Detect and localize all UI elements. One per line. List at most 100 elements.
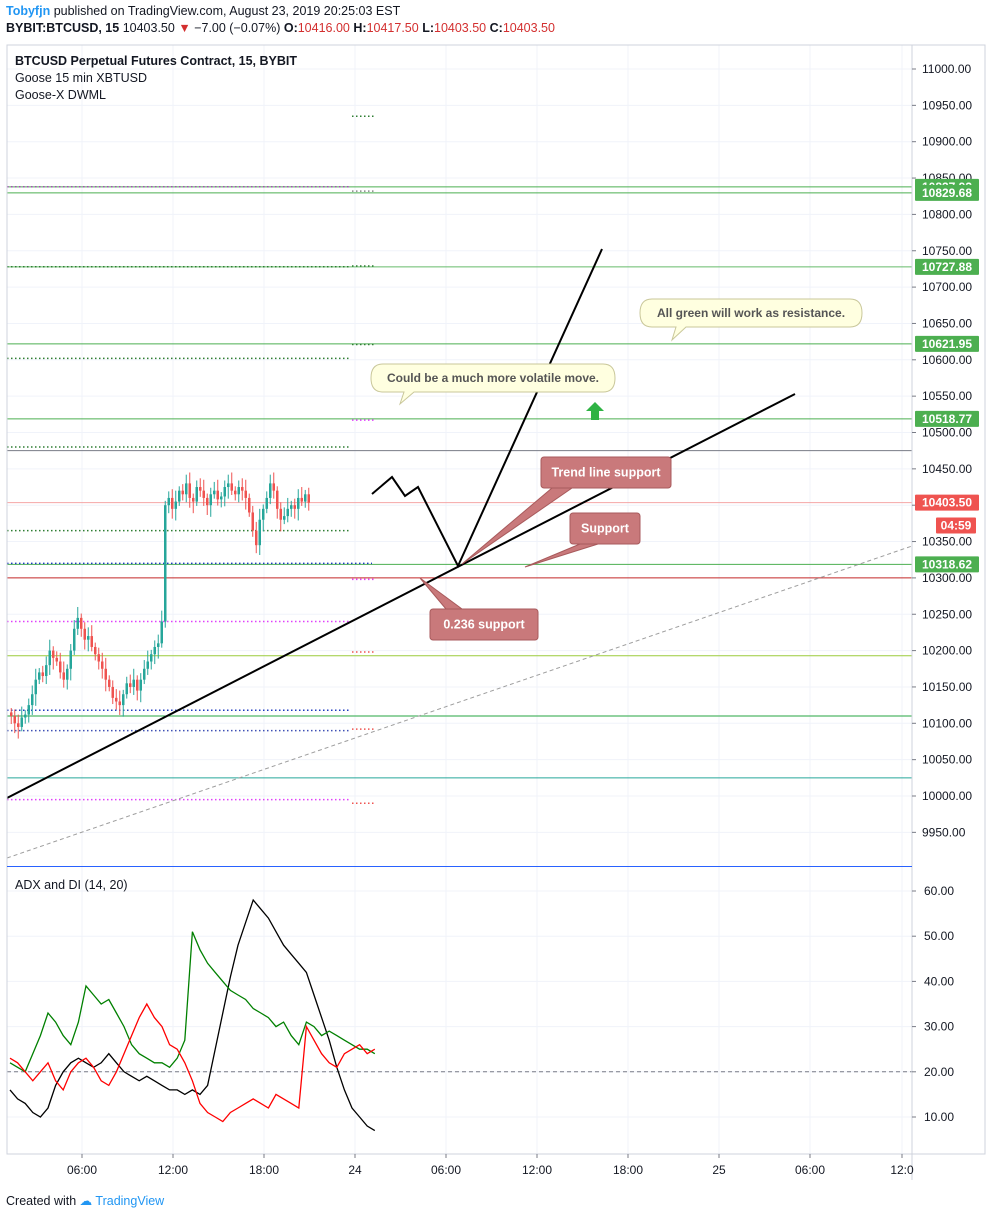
- adx-y-tick-label: 20.00: [924, 1065, 954, 1079]
- candle-body: [17, 723, 20, 727]
- price-label-text: 10403.50: [922, 496, 972, 510]
- candle-body: [13, 716, 16, 724]
- adx-y-tick-label: 10.00: [924, 1110, 954, 1124]
- candle-body: [143, 668, 146, 680]
- candle-body: [139, 679, 142, 691]
- candle-body: [174, 501, 177, 509]
- x-tick-label: 06:00: [67, 1163, 97, 1177]
- candle-body: [111, 686, 114, 698]
- price-label-text: 10829.68: [922, 186, 972, 200]
- candle-body: [227, 483, 230, 488]
- adx-y-tick-label: 50.00: [924, 929, 954, 943]
- adx-series-line: [9, 1002, 376, 1123]
- open-value: 10416.00: [297, 21, 350, 35]
- candle-body: [125, 683, 128, 695]
- candle-body: [132, 679, 135, 687]
- candle-body: [237, 487, 240, 495]
- open-label: O:: [283, 21, 298, 35]
- y-tick-label: 10700.00: [922, 280, 972, 294]
- candle-body: [157, 643, 160, 647]
- candle-body: [101, 661, 104, 669]
- y-tick-label: 10000.00: [922, 789, 972, 803]
- price-labels: 10837.9310829.6810727.8810621.9510518.77…: [915, 178, 979, 573]
- price-label-text: 04:59: [941, 519, 972, 533]
- candle-body: [76, 617, 79, 629]
- close-label: C:: [489, 21, 503, 35]
- tradingview-cloud-icon: ☁: [79, 1194, 93, 1208]
- callout-box[interactable]: [569, 512, 641, 545]
- down-arrow-icon: ▼: [178, 21, 191, 35]
- legend-indicator-1[interactable]: Goose 15 min XBTUSD: [15, 71, 147, 85]
- candle-body: [290, 505, 293, 509]
- legend-indicator-2[interactable]: Goose-X DWML: [15, 88, 106, 102]
- candle-body: [164, 505, 167, 622]
- author-name[interactable]: Tobyfjn: [6, 4, 51, 18]
- symbol-name: BYBIT:BTCUSD, 15: [6, 21, 120, 35]
- low-value: 10403.50: [434, 21, 487, 35]
- candle-body: [45, 665, 48, 677]
- candle-body: [83, 628, 86, 640]
- y-tick-label: 10050.00: [922, 753, 972, 767]
- y-tick-label: 10150.00: [922, 680, 972, 694]
- published-text: published on TradingView.com, August 23,…: [53, 4, 401, 18]
- drawing-tools: [6, 248, 913, 859]
- dashed-trend-line[interactable]: [6, 545, 913, 859]
- callout-box[interactable]: [429, 608, 539, 641]
- candle-body: [279, 508, 282, 520]
- price-label-badge: [915, 494, 979, 511]
- trend-line[interactable]: [6, 393, 796, 799]
- annotations: All green will work as resistance. Could …: [370, 298, 863, 641]
- y-tick-label: 11000.00: [922, 62, 971, 76]
- candle-body: [146, 661, 149, 669]
- x-tick-label: 18:00: [613, 1163, 643, 1177]
- candle-body: [66, 668, 69, 680]
- candle-body: [153, 646, 156, 655]
- candle-body: [286, 508, 289, 517]
- callout-bubble[interactable]: [639, 298, 863, 342]
- high-label: H:: [353, 21, 367, 35]
- grid-lines: [7, 45, 912, 1154]
- candle-body: [94, 646, 97, 655]
- y-tick-label: 10650.00: [922, 316, 972, 330]
- callout-pointer: [419, 577, 464, 610]
- adx-legend[interactable]: ADX and DI (14, 20): [15, 878, 128, 892]
- candle-body: [255, 530, 258, 546]
- projection-path[interactable]: [371, 248, 603, 569]
- callout-text: Could be a much more volatile move.: [387, 371, 599, 385]
- tradingview-brand[interactable]: TradingView: [95, 1194, 165, 1208]
- candle-body: [31, 694, 34, 706]
- candle-body: [265, 497, 268, 509]
- callout-bubble[interactable]: [370, 363, 616, 406]
- callout-pointer: [524, 543, 599, 568]
- price-label-text: 10518.77: [922, 412, 972, 426]
- adx-series: [7, 898, 912, 1132]
- price-label-badge: [936, 517, 976, 534]
- price-change: −7.00 (−0.07%): [194, 21, 281, 35]
- y-tick-label: 10800.00: [922, 207, 972, 221]
- candle-body: [272, 483, 275, 491]
- price-label-badge: [915, 184, 979, 201]
- price-label-badge: [915, 410, 979, 427]
- adx-y-tick-label: 30.00: [924, 1020, 954, 1034]
- candle-body: [185, 483, 188, 495]
- candle-body: [129, 683, 132, 687]
- candle-body: [300, 497, 303, 502]
- x-tick-label: 12:00: [158, 1163, 188, 1177]
- candle-body: [52, 650, 55, 658]
- candle-body: [192, 497, 195, 502]
- callout-text: Support: [581, 522, 630, 536]
- callout-box[interactable]: [540, 456, 672, 489]
- candle-body: [181, 490, 184, 495]
- axes: 11000.0010950.0010900.0010850.0010800.00…: [6, 44, 986, 1180]
- price-label-badge: [915, 335, 979, 352]
- candle-body: [276, 490, 279, 509]
- price-label-text: 10318.62: [922, 557, 972, 571]
- price-label-text: 10727.88: [922, 260, 972, 274]
- high-value: 10417.50: [366, 21, 419, 35]
- price-label-badge: [915, 556, 979, 573]
- candle-body: [167, 497, 170, 506]
- y-tick-label: 10200.00: [922, 644, 972, 658]
- y-tick-label: 10900.00: [922, 135, 972, 149]
- candlestick-series: [10, 472, 310, 739]
